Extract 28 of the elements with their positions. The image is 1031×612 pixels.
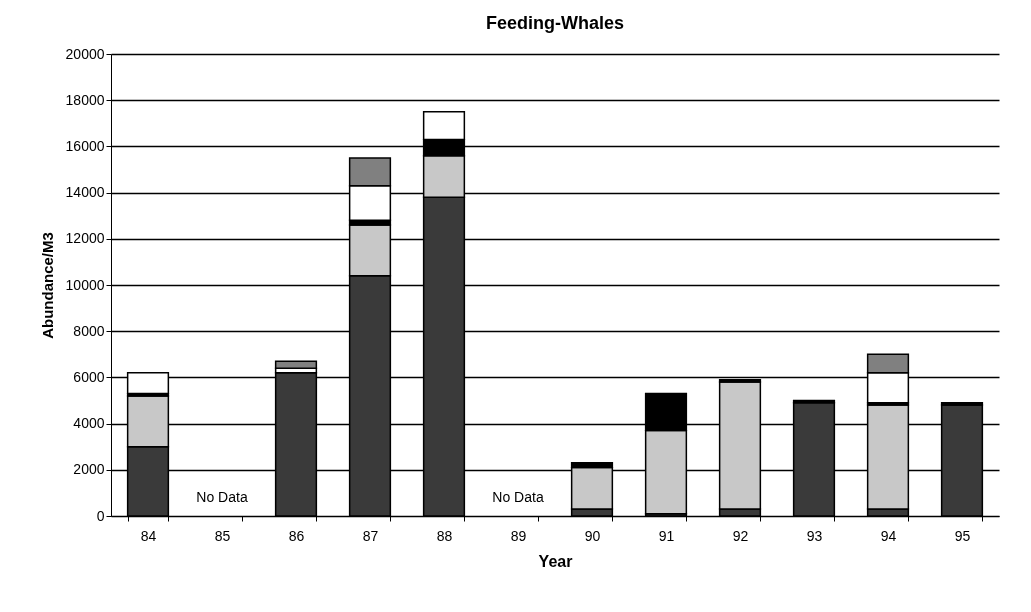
x-tick-label: 92 [732, 527, 749, 544]
chart-title: Feeding-Whales [485, 13, 625, 33]
y-tick-label: 8000 [73, 322, 105, 339]
y-tick-label: 4000 [73, 415, 105, 432]
x-tick-label: 94 [880, 527, 897, 544]
x-tick-label: 85 [214, 527, 231, 544]
x-tick-label: 88 [436, 527, 453, 544]
annotation: No Data [196, 488, 248, 505]
x-axis-title: Year [538, 552, 573, 570]
x-tick-label: 90 [584, 527, 601, 544]
annotation: No Data [492, 488, 544, 505]
x-tick-label: 86 [288, 527, 305, 544]
y-tick-label: 14000 [65, 184, 105, 201]
y-tick-label: 10000 [65, 276, 105, 293]
y-tick-label: 18000 [65, 91, 105, 108]
y-tick-label: 16000 [65, 137, 105, 154]
y-axis-title: Abundance/M3 [38, 232, 56, 339]
x-tick-label: 95 [954, 527, 971, 544]
x-tick-label: 91 [658, 527, 675, 544]
x-tick-label: 84 [140, 527, 157, 544]
y-tick-label: 2000 [73, 461, 105, 478]
x-tick-label: 89 [510, 527, 527, 544]
x-tick-label: 87 [362, 527, 379, 544]
y-tick-label: 6000 [73, 368, 105, 385]
y-tick-label: 12000 [65, 230, 105, 247]
y-tick-label: 0 [96, 507, 105, 524]
y-tick-label: 20000 [65, 45, 105, 62]
x-tick-label: 93 [806, 527, 823, 544]
